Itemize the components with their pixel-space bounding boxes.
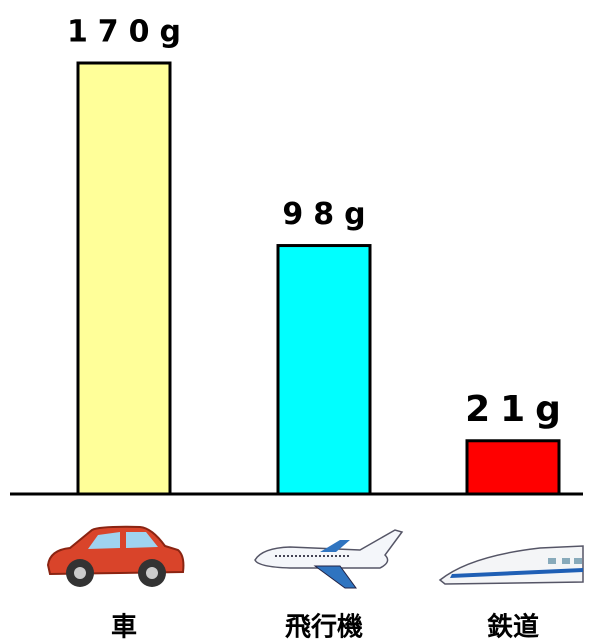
bar: [76, 61, 172, 496]
bar: [276, 244, 372, 496]
value-label: 21g: [465, 389, 571, 430]
category-label: 車: [111, 613, 137, 643]
train-icon: [438, 545, 584, 585]
value-label: 170g: [67, 15, 191, 50]
plane-icon: [254, 529, 404, 589]
value-label: 98g: [282, 197, 375, 232]
category-label: 鉄道: [487, 612, 539, 643]
bar: [465, 439, 561, 496]
category-label: 飛行機: [285, 612, 363, 643]
car-icon: [46, 525, 185, 587]
